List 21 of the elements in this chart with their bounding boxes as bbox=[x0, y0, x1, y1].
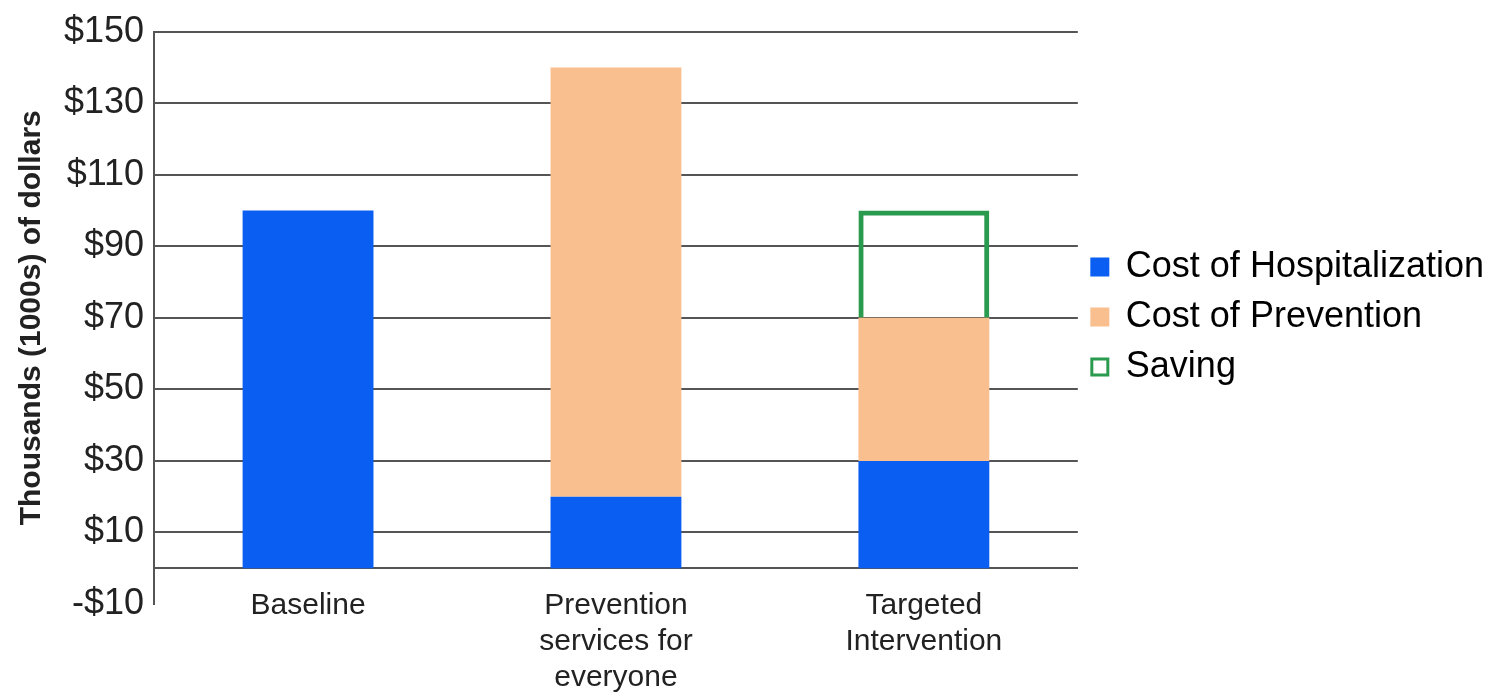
bar bbox=[550, 67, 682, 497]
y-tick-label: $50 bbox=[84, 366, 145, 408]
y-tick-label: $110 bbox=[66, 151, 145, 193]
y-tick-label: $10 bbox=[84, 509, 145, 551]
y-tick-label: $150 bbox=[63, 8, 145, 50]
y-tick-label: $90 bbox=[84, 223, 145, 265]
y-tick-label: $30 bbox=[84, 437, 145, 479]
x-tick-label: Targeted Intervention bbox=[845, 587, 1003, 657]
bar bbox=[858, 317, 990, 461]
y-axis-title: Thousands (1000s) of dollars bbox=[13, 110, 47, 526]
bar bbox=[550, 496, 682, 569]
legend-label: Cost of Prevention bbox=[1125, 293, 1422, 335]
x-tick-label: Baseline bbox=[250, 587, 366, 621]
bar bbox=[858, 460, 990, 569]
y-tick-label: -$10 bbox=[72, 580, 145, 622]
legend-label: Saving bbox=[1125, 343, 1236, 385]
bar bbox=[242, 210, 374, 569]
legend-label: Cost of Hospitalization bbox=[1125, 243, 1484, 285]
y-tick-label: $130 bbox=[63, 80, 145, 122]
y-tick-label: $70 bbox=[84, 294, 145, 336]
x-tick-label: Prevention services for everyone bbox=[539, 587, 693, 693]
